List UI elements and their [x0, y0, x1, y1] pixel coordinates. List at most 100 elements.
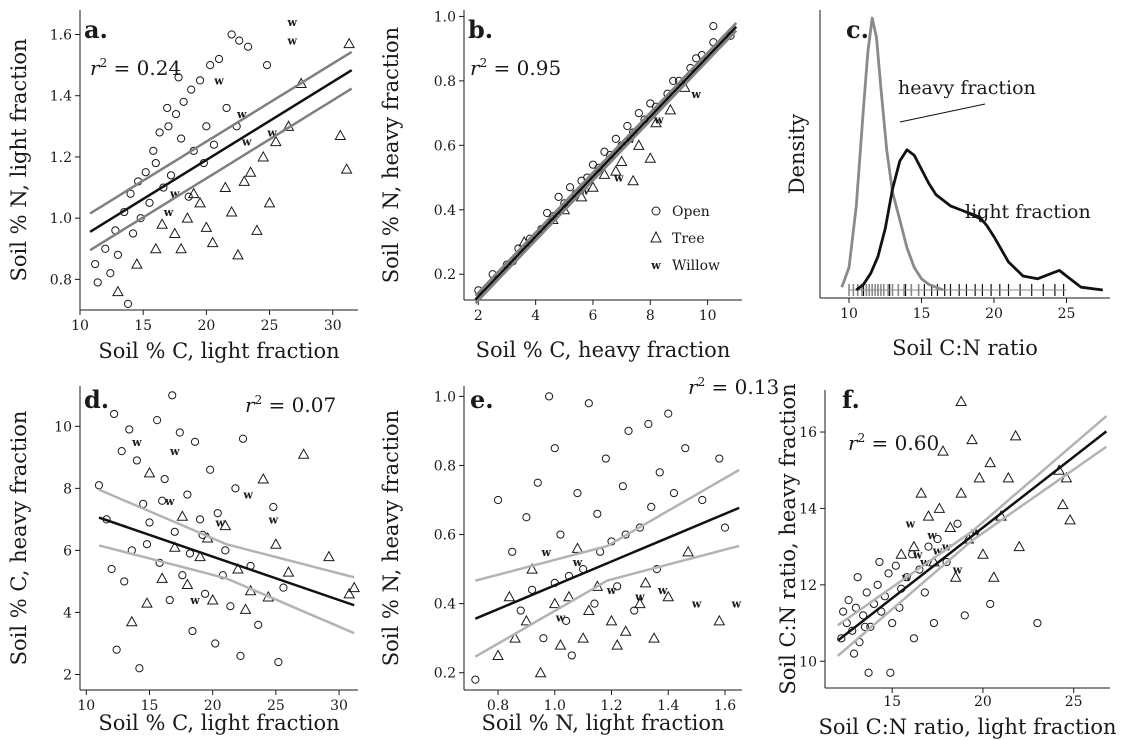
y-tick-label: 4 [63, 605, 72, 621]
point-open [554, 192, 563, 201]
point-open [567, 651, 576, 660]
x-axis-label: Soil % C, light fraction [98, 711, 339, 735]
x-tick-label: 10 [77, 698, 95, 714]
y-tick-label: 2 [63, 667, 72, 683]
point-open [160, 474, 169, 484]
r-squared-exponent: 2 [698, 375, 706, 389]
y-tick-label: 0.8 [434, 458, 456, 474]
point-open [860, 622, 870, 631]
point-tree [662, 590, 675, 602]
point-tree [194, 196, 206, 208]
x-tick-label: 15 [913, 306, 931, 322]
x-tick-label: 0.8 [487, 698, 509, 714]
point-willow: w [912, 548, 923, 561]
r-squared-exponent: 2 [858, 431, 866, 445]
confidence-band-lower [474, 544, 740, 658]
point-open [866, 622, 875, 631]
point-tree [239, 603, 252, 614]
panel-letter: b. [468, 15, 493, 44]
point-open [844, 596, 853, 605]
point-open [839, 607, 848, 616]
point-willow: w [926, 529, 937, 542]
point-willow: w [131, 436, 142, 449]
r-squared-symbol: r [90, 56, 101, 80]
point-open [110, 409, 119, 419]
point-willow: w [287, 16, 298, 29]
point-tree [639, 576, 652, 588]
x-tick-label: 1.0 [544, 698, 566, 714]
point-open [202, 122, 211, 131]
point-open [117, 447, 126, 456]
point-open [715, 454, 724, 463]
point-tree [966, 433, 978, 445]
point-open [590, 599, 599, 608]
point-tree [627, 174, 639, 186]
point-open [185, 549, 195, 558]
point-tree [571, 542, 584, 553]
point-open [669, 488, 679, 498]
point-open [853, 573, 862, 582]
point-tree [263, 196, 276, 208]
point-tree [509, 632, 521, 643]
x-tick-label: 10 [699, 308, 717, 324]
confidence-band-upper [836, 415, 1108, 627]
legend-label: Tree [672, 231, 705, 247]
r-squared-exponent: 2 [100, 56, 108, 70]
point-open [142, 540, 152, 549]
regression-line [474, 506, 740, 620]
point-open [206, 61, 215, 70]
point-open [584, 399, 593, 408]
point-open [123, 299, 133, 308]
panel-letter: d. [84, 385, 109, 414]
x-tick-label: 30 [324, 318, 342, 334]
point-open [920, 588, 929, 597]
point-open [91, 259, 100, 269]
point-open [190, 437, 200, 446]
x-tick-label: 10 [840, 306, 858, 322]
x-tick-label: 25 [1058, 306, 1076, 322]
point-open [101, 244, 110, 253]
point-open [527, 585, 537, 594]
legend-willow-icon: w [650, 259, 661, 272]
point-tree [577, 632, 589, 643]
point-open [120, 577, 129, 586]
point-tree [611, 639, 624, 650]
x-axis-label: Soil C:N ratio, light fraction [819, 715, 1117, 739]
point-tree [257, 473, 270, 484]
panel-letter: c. [846, 15, 869, 44]
point-open [618, 482, 627, 491]
y-tick-label: 1.0 [434, 389, 456, 405]
point-tree [194, 550, 206, 562]
point-open [132, 456, 141, 465]
point-willow: w [634, 591, 645, 604]
y-axis-label: Soil % C, heavy fraction [7, 411, 31, 666]
point-open [611, 134, 620, 143]
point-open [902, 573, 911, 582]
r-squared-symbol: r [688, 375, 699, 399]
point-open [709, 22, 718, 31]
point-open [187, 85, 196, 94]
point-tree [937, 445, 949, 456]
x-axis-label: Soil % N, light fraction [481, 711, 724, 735]
point-open [279, 583, 288, 592]
r-squared-value: = 0.60 [865, 431, 939, 455]
panel-c: 10 15 20 25 Soil C:N ratio Density c. heavy fra… [785, 10, 1110, 360]
point-tree [977, 548, 989, 559]
point-tree [156, 218, 168, 229]
point-open [647, 502, 656, 512]
point-open [152, 416, 162, 425]
point-open [565, 183, 575, 192]
point-open [149, 146, 158, 155]
regression-line [89, 69, 353, 233]
point-tree [270, 538, 282, 549]
point-tree [644, 152, 657, 163]
point-open [692, 54, 701, 63]
point-open [213, 509, 222, 518]
point-tree [619, 625, 632, 636]
point-open [624, 426, 633, 436]
point-tree [141, 597, 153, 608]
point-willow: w [213, 74, 224, 87]
point-open [986, 599, 995, 609]
y-tick-label: 8 [63, 481, 72, 497]
y-axis-label: Soil % N, light fraction [7, 38, 31, 281]
